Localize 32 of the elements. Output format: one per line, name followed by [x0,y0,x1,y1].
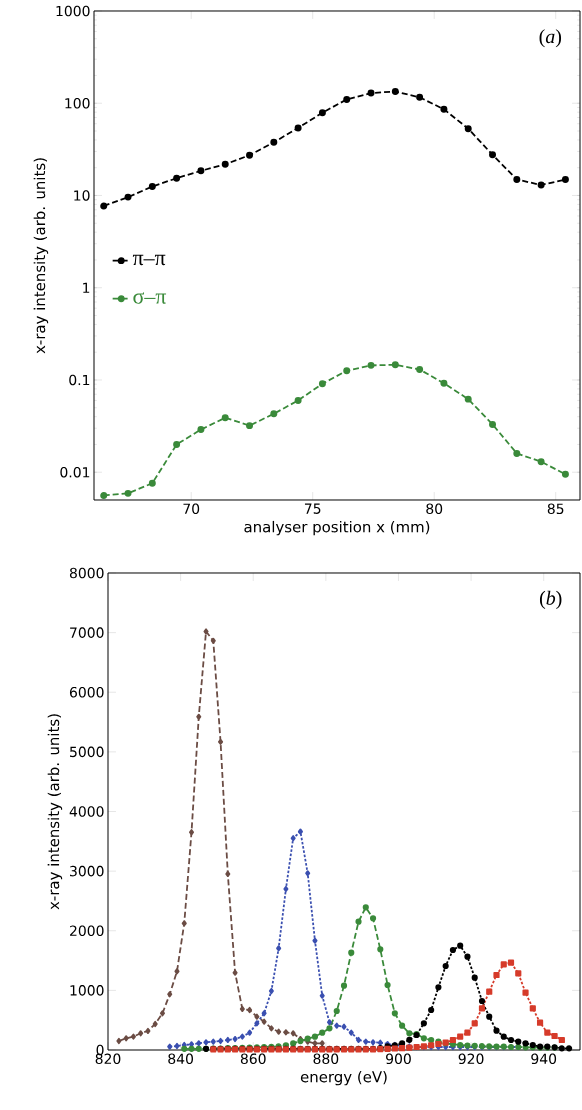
x-tick-label: 860 [240,1053,266,1065]
y-tick-label: 6000 [69,686,104,698]
y-tick-label: 100 [65,97,90,109]
y-tick-label: 0.1 [69,374,90,386]
x-tick-label: 85 [547,503,564,515]
x-tick-label: 940 [531,1053,557,1065]
x-tick-label: 920 [458,1053,484,1065]
x-axis-title: energy (eV) [300,1070,387,1086]
y-axis-title: x-ray intensity (arb. units) [47,714,63,910]
x-tick-label: 75 [304,503,321,514]
y-axis-title: x-ray intensity (arb. units) [33,158,49,354]
x-tick-label: 70 [183,503,200,515]
y-tick-label: 0.01 [60,466,90,478]
y-tick-label: 7000 [70,627,104,638]
x-tick-label: 880 [313,1053,339,1065]
x-tick-label: 80 [426,503,443,515]
x-axis-title: analyser position x (mm) [244,520,430,536]
y-tick-label: 1000 [70,985,104,996]
y-tick-label: 1 [83,282,90,293]
x-tick-label: 840 [168,1053,193,1065]
y-tick-label: 10 [74,190,90,201]
legend-label: π–π [132,254,166,266]
y-tick-label: 2000 [70,925,104,937]
x-tick-label: 900 [386,1053,411,1065]
legend-label: σ–π [133,292,167,304]
y-tick-label: 1000 [56,5,90,17]
y-tick-label: 4000 [69,806,104,817]
annotation: (a) [539,29,562,48]
annotation: (b) [539,590,562,609]
y-tick-label: 3000 [70,865,104,877]
y-tick-label: 5000 [70,746,104,758]
y-tick-label: 8000 [69,567,104,579]
